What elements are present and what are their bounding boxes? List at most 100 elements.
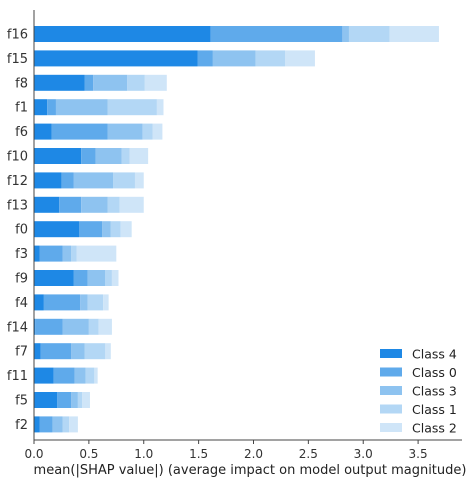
- bar-f1-class-1: [107, 99, 157, 116]
- x-tick-label: 0.5: [79, 447, 98, 461]
- legend-label-class-2: Class 2: [412, 421, 457, 436]
- feature-label-f14: f14: [7, 320, 28, 335]
- bar-f11-class-0: [53, 367, 75, 384]
- bar-f9-class-3: [87, 270, 106, 286]
- bar-f3-class-0: [39, 245, 63, 262]
- bar-f5-class-1: [77, 392, 83, 408]
- bar-f6-class-2: [152, 123, 163, 140]
- bar-f5-class-4: [34, 392, 58, 408]
- bar-f7-class-0: [40, 343, 72, 360]
- bar-f10-class-2: [129, 148, 149, 164]
- bar-f10-class-3: [95, 148, 122, 164]
- bar-f10-class-1: [121, 148, 130, 164]
- bar-f5-class-0: [57, 392, 72, 408]
- bar-f6-class-3: [107, 123, 143, 140]
- feature-label-f7: f7: [15, 345, 28, 360]
- feature-label-f1: f1: [15, 101, 28, 116]
- bar-f2-class-2: [69, 416, 78, 433]
- x-tick-label: 3.0: [354, 447, 373, 461]
- bar-f2-class-3: [52, 416, 63, 433]
- bar-f7-class-3: [71, 343, 85, 360]
- bar-f14-class-1: [88, 318, 99, 335]
- legend-label-class-3: Class 3: [412, 384, 457, 399]
- x-tick-label: 2.0: [244, 447, 263, 461]
- bar-f14-class-4: [34, 318, 36, 335]
- legend-swatch-class-1: [380, 404, 402, 414]
- bar-f8-class-1: [127, 74, 145, 91]
- bar-f2-class-1: [62, 416, 70, 433]
- bar-f13-class-2: [119, 196, 144, 213]
- bar-f4-class-2: [103, 294, 109, 311]
- bar-f8-class-2: [144, 74, 167, 91]
- feature-label-f10: f10: [7, 150, 28, 165]
- bar-f2-class-0: [39, 416, 53, 433]
- legend-label-class-0: Class 0: [412, 365, 457, 380]
- feature-label-f3: f3: [15, 247, 28, 262]
- bar-f14-class-3: [62, 318, 89, 335]
- bar-f16-class-3: [342, 26, 349, 42]
- bar-f13-class-3: [81, 196, 108, 213]
- feature-label-f6: f6: [15, 125, 28, 140]
- x-tick-label: 1.5: [189, 447, 208, 461]
- bar-f12-class-0: [61, 172, 74, 189]
- bar-f9-class-0: [73, 270, 88, 286]
- bar-f8-class-3: [93, 74, 128, 91]
- bar-f15-class-4: [34, 50, 198, 67]
- bar-f12-class-4: [34, 172, 62, 189]
- legend: Class 4 Class 0 Class 3 Class 1 Class 2: [380, 347, 457, 436]
- bar-f4-class-3: [80, 294, 88, 311]
- bar-f16-class-1: [348, 26, 390, 42]
- feature-label-f2: f2: [15, 418, 28, 433]
- feature-label-f13: f13: [7, 198, 28, 213]
- bar-f16-class-0: [210, 26, 343, 42]
- bar-f14-class-2: [98, 318, 112, 335]
- bar-f15-class-1: [255, 50, 286, 67]
- bar-f13-class-4: [34, 196, 60, 213]
- bar-f1-class-3: [55, 99, 108, 116]
- x-axis-title: mean(|SHAP value|) (average impact on mo…: [34, 463, 467, 478]
- bar-f7-class-4: [34, 343, 41, 360]
- bar-f15-class-3: [212, 50, 256, 67]
- x-tick-label: 2.5: [299, 447, 318, 461]
- bar-f6-class-0: [51, 123, 108, 140]
- legend-swatch-class-3: [380, 386, 402, 395]
- bar-f3-class-3: [62, 245, 72, 262]
- bar-f12-class-3: [73, 172, 114, 189]
- bar-f0-class-4: [34, 221, 79, 238]
- bar-f4-class-0: [43, 294, 81, 311]
- bar-f3-class-1: [71, 245, 77, 262]
- feature-label-f15: f15: [7, 52, 28, 67]
- bar-f8-class-0: [84, 74, 94, 91]
- feature-label-f16: f16: [7, 28, 28, 43]
- bar-f13-class-1: [107, 196, 120, 213]
- bar-f4-class-1: [87, 294, 104, 311]
- bar-f4-class-4: [34, 294, 44, 311]
- bar-f12-class-1: [113, 172, 135, 189]
- bar-f9-class-4: [34, 270, 74, 286]
- bar-f10-class-4: [34, 148, 82, 164]
- bar-f3-class-2: [76, 245, 117, 262]
- bar-f0-class-3: [102, 221, 111, 238]
- bar-f16-class-2: [389, 26, 439, 42]
- bar-f3-class-4: [34, 245, 40, 262]
- bar-f10-class-0: [81, 148, 96, 164]
- bar-f0-class-1: [110, 221, 121, 238]
- bar-f0-class-0: [78, 221, 103, 238]
- bar-f2-class-4: [34, 416, 40, 433]
- legend-swatch-class-2: [380, 423, 402, 432]
- bars-layer: [34, 26, 439, 433]
- bar-f11-class-4: [34, 367, 54, 384]
- bar-f1-class-0: [47, 99, 56, 116]
- feature-label-f4: f4: [15, 296, 28, 311]
- bar-f6-class-4: [34, 123, 52, 140]
- bar-f11-class-3: [74, 367, 86, 384]
- feature-label-f8: f8: [15, 76, 28, 91]
- bar-f15-class-0: [197, 50, 213, 67]
- x-tick-label: 0.0: [24, 447, 43, 461]
- legend-label-class-4: Class 4: [412, 347, 457, 362]
- legend-label-class-1: Class 1: [412, 402, 457, 417]
- bar-f9-class-1: [105, 270, 112, 286]
- feature-label-f0: f0: [15, 223, 28, 238]
- legend-swatch-class-4: [380, 349, 402, 358]
